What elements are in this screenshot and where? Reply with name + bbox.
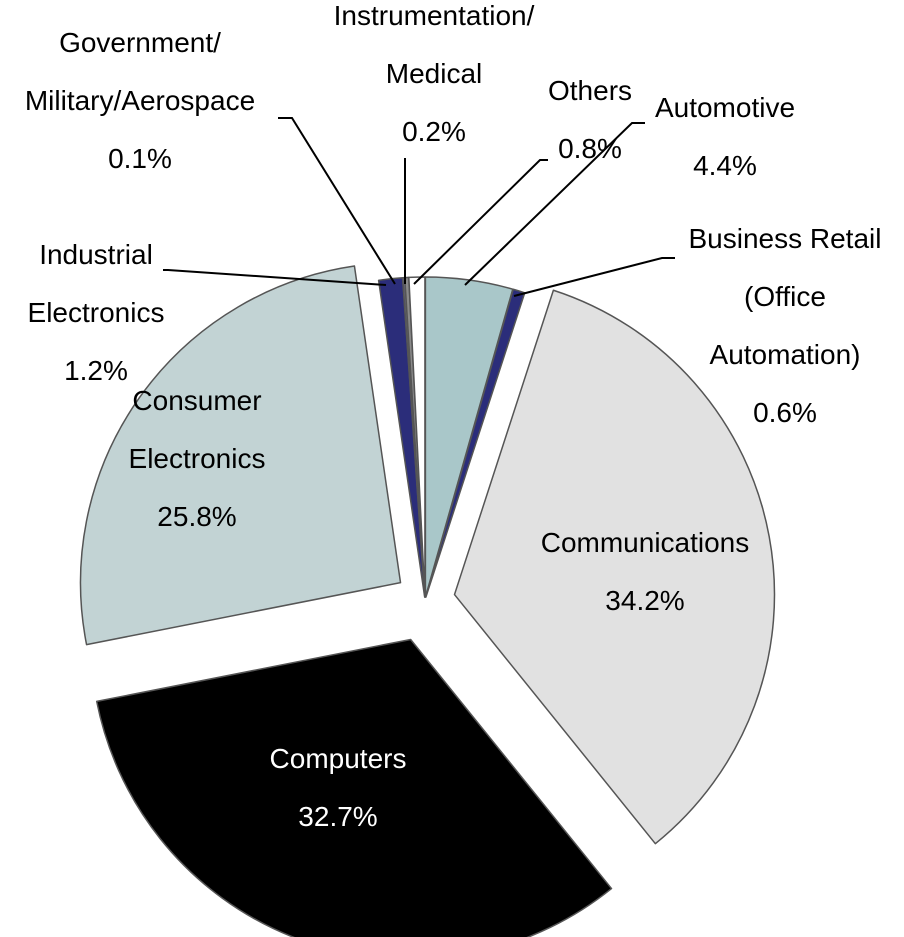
data-label-line-others: Others	[548, 75, 632, 106]
data-label-line-business-retail: 0.6%	[753, 397, 817, 428]
pie-slice-others	[408, 276, 426, 598]
data-label-line-communications: Communications	[541, 527, 750, 558]
leader-line-others	[413, 159, 548, 285]
pie-slice-communications	[453, 289, 776, 845]
data-label-industrial-electronics: Industrial Electronics 1.2%	[28, 239, 165, 386]
leader-line-business-retail	[513, 257, 675, 297]
data-label-computers: Computers 32.7%	[270, 743, 407, 832]
data-label-line-automotive: 4.4%	[693, 150, 757, 181]
data-label-line-business-retail: (Office	[744, 281, 826, 312]
data-label-line-consumer-electronics: Consumer	[132, 385, 261, 416]
leader-lines-layer	[163, 117, 675, 297]
data-label-line-industrial-electronics: Electronics	[28, 297, 165, 328]
data-label-government-military-aerospace: Government/Military/Aerospace 0.1%	[25, 27, 255, 174]
data-label-line-automotive: Automotive	[655, 92, 795, 123]
data-label-automotive: Automotive 4.4%	[655, 92, 795, 181]
data-label-instrumentation-medical: Instrumentation/Medical 0.2%	[334, 0, 535, 147]
leader-line-government-military-aerospace	[278, 117, 396, 285]
leader-line-automotive	[464, 122, 645, 286]
data-label-line-government-military-aerospace: Government/	[59, 27, 221, 58]
data-label-line-business-retail: Business Retail	[689, 223, 882, 254]
data-label-consumer-electronics: Consumer Electronics 25.8%	[129, 385, 266, 532]
data-label-line-computers: Computers	[270, 743, 407, 774]
labels-layer: Automotive 4.4% Business Retail (Office Auto…	[25, 0, 882, 832]
data-label-line-consumer-electronics: Electronics	[129, 443, 266, 474]
data-label-line-instrumentation-medical: 0.2%	[402, 116, 466, 147]
data-label-line-consumer-electronics: 25.8%	[157, 501, 236, 532]
data-label-line-industrial-electronics: Industrial	[39, 239, 153, 270]
data-label-line-communications: 34.2%	[605, 585, 684, 616]
pie-slice-computers	[95, 638, 613, 937]
data-label-line-business-retail: Automation)	[710, 339, 861, 370]
leader-line-industrial-electronics	[163, 269, 387, 286]
pie-slice-consumer-electronics	[79, 265, 402, 646]
data-label-business-retail: Business Retail (Office Automation) 0.6%	[689, 223, 882, 428]
data-label-line-others: 0.8%	[558, 133, 622, 164]
data-label-communications: Communications 34.2%	[541, 527, 750, 616]
data-label-others: Others 0.8%	[548, 75, 632, 164]
data-label-line-computers: 32.7%	[298, 801, 377, 832]
data-label-line-government-military-aerospace: 0.1%	[108, 143, 172, 174]
data-label-line-industrial-electronics: 1.2%	[64, 355, 128, 386]
slices-layer	[79, 265, 776, 937]
data-label-line-instrumentation-medical: Instrumentation/	[334, 0, 535, 31]
data-label-line-government-military-aerospace: Military/Aerospace	[25, 85, 255, 116]
data-label-line-instrumentation-medical: Medical	[386, 58, 482, 89]
